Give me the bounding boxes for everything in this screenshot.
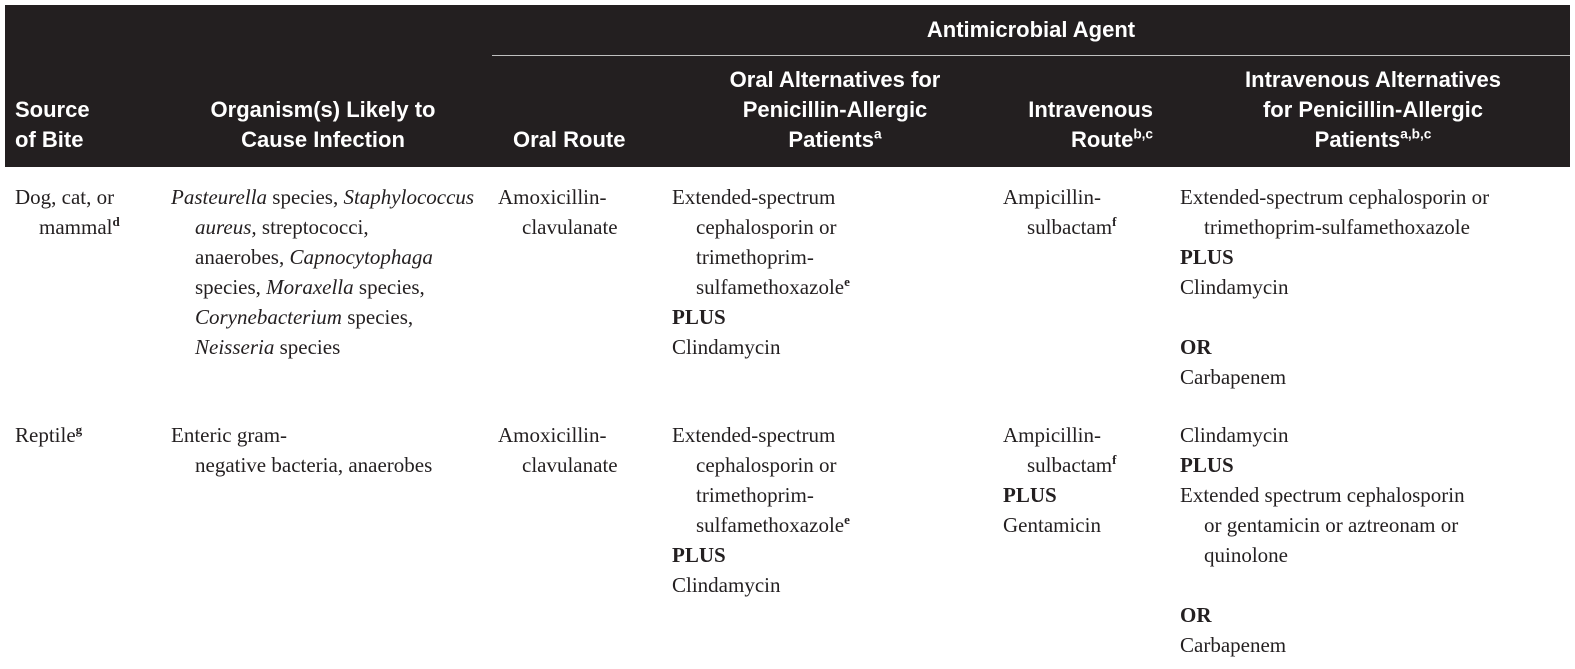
header-source-of-bite: Source of Bite (15, 97, 90, 152)
row1-intravenous-route: Ampicillin- sulbactamf (1003, 185, 1117, 239)
header-oral-route: Oral Route (513, 127, 626, 152)
row1-source: Dog, cat, or mammald (15, 185, 120, 239)
header-oral-alternatives: Oral Alternatives for Penicillin-Allergi… (729, 67, 941, 152)
row1-oral-route: Amoxicillin- clavulanate (498, 185, 618, 239)
table-header: Antimicrobial Agent Source of Bite Organ… (5, 5, 1570, 167)
header-intravenous-route: Intravenous Routeb,c (1028, 97, 1153, 152)
header-rule (492, 55, 1570, 56)
header-intravenous-alternatives: Intravenous Alternatives for Penicillin-… (1245, 67, 1501, 152)
row1-intravenous-alternatives: Extended-spectrum cephalosporin or trime… (1180, 185, 1490, 389)
row1-oral-alternatives: Extended-spectrum cephalosporin or trime… (672, 185, 850, 359)
row2-intravenous-route: Ampicillin- sulbactamf PLUS Gentamicin (1003, 423, 1117, 537)
row2-source: Reptileg (15, 422, 83, 447)
antimicrobial-agent-heading: Antimicrobial Agent (926, 17, 1136, 42)
header-organisms: Organism(s) Likely to Cause Infection (210, 97, 436, 152)
row2-organisms: Enteric gram- negative bacteria, anaerob… (171, 423, 433, 477)
row2-intravenous-alternatives: Clindamycin PLUS Extended spectrum cepha… (1180, 423, 1465, 657)
row1-organisms: Pasteurella species, Staphylococcus aure… (171, 185, 475, 359)
row2-oral-route: Amoxicillin- clavulanate (498, 423, 618, 477)
row2-oral-alternatives: Extended-spectrum cephalosporin or trime… (672, 423, 850, 597)
